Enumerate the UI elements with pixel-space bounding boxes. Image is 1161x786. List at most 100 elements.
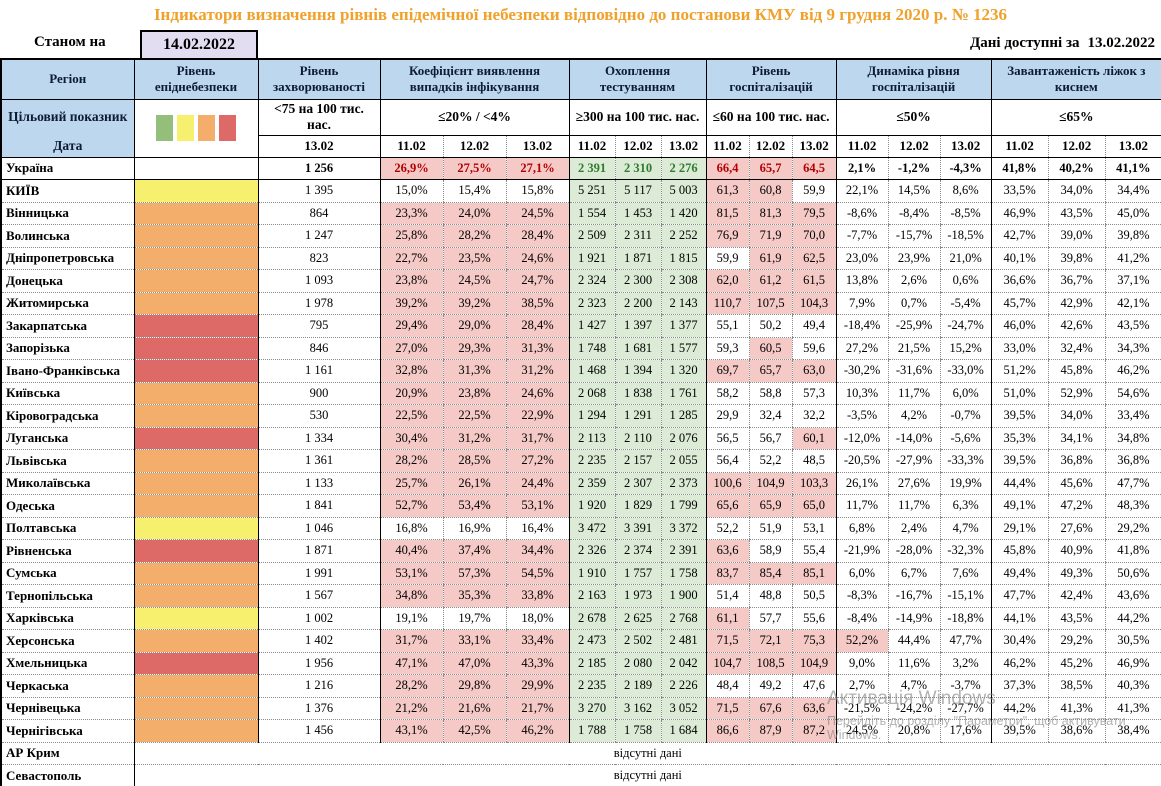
hospitalization-cell: 65,9 xyxy=(748,494,793,518)
dynamics-cell: -8,6% xyxy=(835,202,889,225)
header-group-row: Регіон Рівень епіднебезпеки Рівень захво… xyxy=(1,59,1161,100)
coef-cell: 57,3% xyxy=(442,562,506,585)
testing-cell: 2 502 xyxy=(614,629,662,653)
testing-cell: 1 758 xyxy=(660,562,707,585)
epidlevel-cell xyxy=(134,607,258,630)
hospitalization-cell: 60,8 xyxy=(748,179,793,203)
hospitalization-cell: 103,3 xyxy=(791,472,837,495)
table-row: Вінницька 864 23,3% 24,0% 24,5% 1 554 1 453 1 4… xyxy=(1,202,1161,225)
dynamics-cell: 15,2% xyxy=(939,337,992,360)
hospitalization-cell: 65,0 xyxy=(791,494,837,518)
coef-cell: 34,8% xyxy=(379,584,443,608)
beds-cell: 41,2% xyxy=(1104,247,1161,270)
hospitalization-cell: 48,8 xyxy=(748,584,793,608)
target-coef: ≤20% / <4% xyxy=(379,99,570,136)
beds-cell: 44,2% xyxy=(990,697,1049,720)
hospitalization-cell: 49,4 xyxy=(791,314,837,338)
epidlevel-cell xyxy=(134,269,258,293)
dynamics-cell: -14,0% xyxy=(887,427,941,450)
testing-cell: 2 185 xyxy=(568,652,616,675)
region-cell: Сумська xyxy=(1,562,135,585)
table-row: Хмельницька 1 956 47,1% 47,0% 43,3% 2 185 2 08… xyxy=(1,652,1161,675)
testing-cell: 2 308 xyxy=(660,269,707,293)
nodata-cell: відсутні дані xyxy=(134,742,1161,765)
dynamics-cell: 27,2% xyxy=(835,337,889,360)
hospitalization-cell: 63,6 xyxy=(705,539,750,563)
dynamics-cell: -4,3% xyxy=(939,157,992,180)
dynamics-cell: 23,9% xyxy=(887,247,941,270)
beds-cell: 49,1% xyxy=(990,494,1049,518)
testing-cell: 1 554 xyxy=(568,202,616,225)
incidence-cell: 1 991 xyxy=(257,562,380,585)
testing-cell: 1 871 xyxy=(614,247,662,270)
hospitalization-cell: 53,1 xyxy=(791,517,837,540)
epidlevel-cell xyxy=(134,314,258,338)
coef-cell: 29,3% xyxy=(442,337,506,360)
dynamics-cell: -3,7% xyxy=(939,674,992,698)
testing-cell: 1 294 xyxy=(568,404,616,428)
beds-cell: 44,1% xyxy=(990,607,1049,630)
hospitalization-cell: 56,5 xyxy=(705,427,750,450)
incidence-cell: 823 xyxy=(257,247,380,270)
incidence-cell: 1 046 xyxy=(257,517,380,540)
region-cell: Севастополь xyxy=(1,764,135,786)
region-cell: Київська xyxy=(1,382,135,405)
testing-cell: 2 323 xyxy=(568,292,616,315)
epidlevel-cell xyxy=(134,674,258,698)
target-hosp-dynamics: ≤50% xyxy=(835,99,992,136)
incidence-cell: 1 456 xyxy=(257,719,380,743)
epidlevel-cell xyxy=(134,224,258,248)
beds-cell: 39,5% xyxy=(990,449,1049,473)
hospitalization-cell: 57,3 xyxy=(791,382,837,405)
hospitalization-cell: 61,9 xyxy=(748,247,793,270)
dynamics-cell: 4,7% xyxy=(887,674,941,698)
testing-cell: 3 270 xyxy=(568,697,616,720)
hospitalization-cell: 104,7 xyxy=(705,652,750,675)
region-cell: Дніпропетровська xyxy=(1,247,135,270)
testing-cell: 3 052 xyxy=(660,697,707,720)
epidlevel-cell xyxy=(134,359,258,383)
coef-cell: 24,0% xyxy=(442,202,506,225)
region-cell: Хмельницька xyxy=(1,652,135,675)
hospitalization-cell: 69,7 xyxy=(705,359,750,383)
date-cell: 11.02 xyxy=(835,135,889,158)
hospitalization-cell: 66,4 xyxy=(705,157,750,180)
hospitalization-cell: 59,3 xyxy=(705,337,750,360)
region-cell: Кіровоградська xyxy=(1,404,135,428)
region-cell: Львівська xyxy=(1,449,135,473)
dynamics-cell: 6,8% xyxy=(835,517,889,540)
testing-cell: 2 235 xyxy=(568,449,616,473)
beds-cell: 49,3% xyxy=(1047,562,1106,585)
coef-cell: 20,9% xyxy=(379,382,443,405)
beds-cell: 40,2% xyxy=(1047,157,1106,180)
asof-date-cell[interactable]: 14.02.2022 xyxy=(140,30,258,60)
coef-cell: 34,4% xyxy=(505,539,570,563)
dynamics-cell: 17,6% xyxy=(939,719,992,743)
region-cell: Одеська xyxy=(1,494,135,518)
epidlevel-cell xyxy=(134,382,258,405)
dynamics-cell: 19,9% xyxy=(939,472,992,495)
dynamics-cell: 13,8% xyxy=(835,269,889,293)
beds-cell: 38,6% xyxy=(1047,719,1106,743)
beds-cell: 46,2% xyxy=(1104,359,1161,383)
testing-cell: 3 372 xyxy=(660,517,707,540)
table-row: Волинська 1 247 25,8% 28,2% 28,4% 2 509 2 311 2… xyxy=(1,224,1161,248)
table-row: Севастополь відсутні дані xyxy=(1,764,1161,786)
dynamics-cell: 22,1% xyxy=(835,179,889,203)
dynamics-cell: 44,4% xyxy=(887,629,941,653)
dynamics-cell: -27,7% xyxy=(939,697,992,720)
dynamics-cell: 7,6% xyxy=(939,562,992,585)
coef-cell: 16,8% xyxy=(379,517,443,540)
hospitalization-cell: 61,5 xyxy=(791,269,837,293)
region-cell: Донецька xyxy=(1,269,135,293)
table-row: Житомирська 1 978 39,2% 39,2% 38,5% 2 323 2 20… xyxy=(1,292,1161,315)
dynamics-cell: 6,0% xyxy=(835,562,889,585)
table-row: Закарпатська 795 29,4% 29,0% 28,4% 1 427 1 397… xyxy=(1,314,1161,338)
coef-cell: 23,5% xyxy=(442,247,506,270)
beds-cell: 39,5% xyxy=(990,719,1049,743)
testing-cell: 1 427 xyxy=(568,314,616,338)
hospitalization-cell: 86,6 xyxy=(705,719,750,743)
date-cell: 11.02 xyxy=(990,135,1049,158)
epidlevel-cell xyxy=(134,337,258,360)
